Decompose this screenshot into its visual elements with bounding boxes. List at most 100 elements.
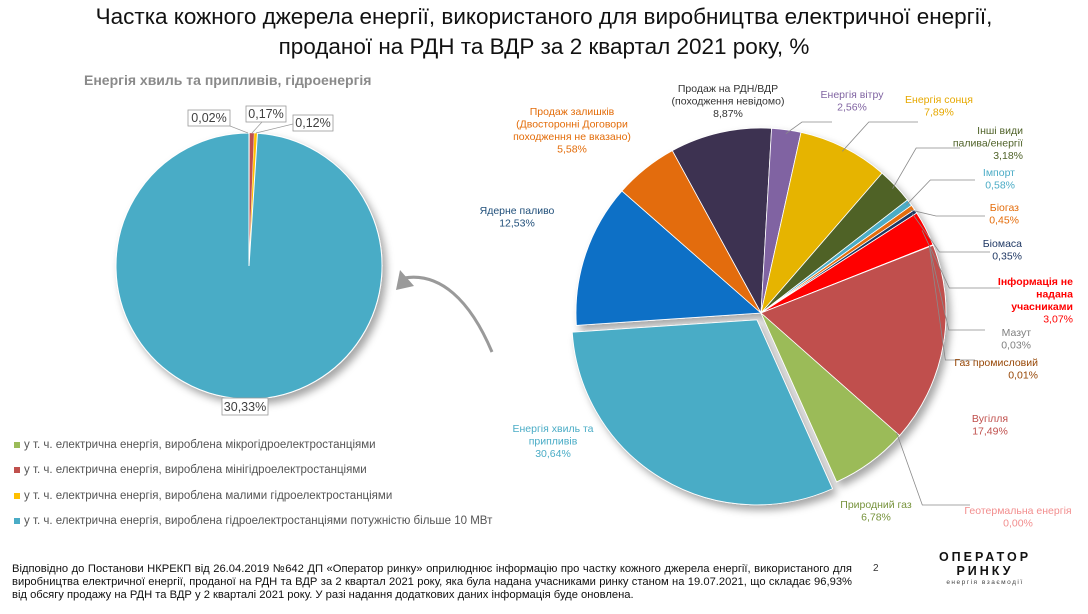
footnote: Відповідно до Постанови НКРЕКП від 26.04… — [12, 563, 852, 601]
page-title: Частка кожного джерела енергії, використ… — [0, 2, 1088, 62]
label-box — [221, 397, 269, 416]
pie-label-name: Геотермальна енергія — [964, 505, 1071, 517]
left-chart-title: Енергія хвиль та припливів, гідроенергія — [84, 72, 372, 88]
legend-item: у т. ч. електрична енергія, вироблена мі… — [14, 458, 492, 484]
pie-slice-продаж-на-рдн-вдр-походження-невідомо — [671, 127, 773, 315]
pie-label-name: Енергія хвиль та — [513, 423, 594, 435]
leader-line-біогаз — [909, 209, 985, 217]
pie-label-value: 0,00% — [1003, 518, 1033, 530]
pie-data-label: 0,02% — [187, 109, 231, 127]
brand-logo: ОПЕРАТОР РИНКУ енергія взаємодії — [930, 550, 1040, 586]
pie-label-name: припливів — [529, 436, 578, 448]
pie-data-label: 0,12% — [292, 114, 334, 132]
legend-swatch — [14, 518, 20, 525]
right-pie-chart — [571, 127, 947, 506]
pie-slice-hydro-large — [115, 132, 383, 400]
leader-line-імпорт — [905, 179, 975, 206]
leader-line-енергія-вітру — [785, 121, 832, 135]
left-pie-labels: 0,02% 0,17% 0,12% 30,33% — [187, 105, 334, 416]
pie-label-продаж-залишків-двосторонні-договори-походження-не-вказано: Продаж залишків(Двосторонні Договорипохо… — [513, 106, 631, 156]
brand-name: ОПЕРАТОР РИНКУ — [938, 550, 1032, 578]
legend-swatch — [14, 492, 20, 499]
pie-label-value: 0,01% — [1008, 370, 1038, 382]
pie-label-name: Вугілля — [972, 413, 1008, 425]
pie-label-name: Енергія вітру — [821, 89, 885, 101]
legend-label: у т. ч. електрична енергія, вироблена гі… — [24, 515, 493, 528]
brand-tagline: енергія взаємодії — [946, 579, 1024, 586]
arrow-head-icon — [396, 270, 414, 290]
leader-line-геотермальна-енергія — [896, 432, 970, 506]
label-text: 0,02% — [191, 111, 226, 125]
pie-label-value: 30,64% — [535, 448, 571, 460]
label-box — [187, 109, 231, 127]
label-text: 0,12% — [295, 116, 330, 130]
label-text: 0,17% — [248, 107, 283, 121]
label-leader-line — [229, 125, 249, 134]
pie-label-value: 3,18% — [993, 150, 1023, 162]
pie-label-value: 0,45% — [989, 215, 1019, 227]
pie-label-value: 5,58% — [557, 144, 587, 156]
title-line-2: проданої на РДН та ВДР за 2 квартал 2021… — [278, 34, 810, 59]
label-leader-line — [251, 121, 263, 134]
pie-label-value: 2,56% — [837, 102, 867, 114]
pie-label-name: Біомаса — [983, 238, 1022, 250]
legend-swatch — [14, 441, 20, 448]
pie-label-value: 3,07% — [1043, 314, 1073, 326]
leader-line-газ-промисловий — [928, 246, 975, 361]
pie-label-name: Продаж на РДН/ВДР — [678, 83, 778, 95]
pie-label-value: 7,89% — [924, 107, 954, 119]
pie-label-name: Мазут — [1002, 327, 1032, 339]
left-chart-legend: у т. ч. електрична енергія, вироблена мі… — [14, 432, 492, 534]
pie-label-value: 6,78% — [861, 512, 891, 524]
leader-line-біомаса — [911, 213, 990, 253]
pie-slice-продаж-залишків-двосторонні-договори-походження-не-вказано — [621, 150, 762, 314]
pie-label-name: учасниками — [1011, 301, 1073, 313]
pie-label-name: Енергія сонця — [905, 94, 973, 106]
right-pie-leader-lines — [785, 121, 1000, 506]
pie-label-name: Інформація не — [998, 276, 1073, 288]
pie-label-value: 0,35% — [992, 251, 1022, 263]
left-pie-chart — [115, 132, 383, 400]
leader-line-інші-види-палива-енергії — [892, 147, 960, 189]
pie-label-value: 17,49% — [972, 426, 1008, 438]
pie-data-label: 30,33% — [221, 397, 269, 416]
pie-label-name: Біогаз — [990, 202, 1019, 214]
pie-label-value: 12,53% — [499, 218, 535, 230]
pie-data-label: 0,17% — [245, 105, 287, 123]
pie-label-value: 0,03% — [1001, 340, 1031, 352]
label-box — [245, 105, 287, 123]
pie-label-name: (Двосторонні Договори — [516, 119, 628, 131]
title-line-1: Частка кожного джерела енергії, використ… — [95, 4, 993, 29]
legend-label: у т. ч. електрична енергія, вироблена мі… — [24, 438, 376, 451]
pie-label-name: надана — [1036, 289, 1073, 301]
label-box — [292, 114, 334, 132]
leader-line-енергія-сонця — [842, 121, 918, 152]
pie-slice-енергія-хвиль-та-припливів — [571, 319, 834, 506]
legend-swatch — [14, 467, 20, 474]
label-text: 30,33% — [224, 400, 266, 414]
pie-label-продаж-на-рдн-вдр-походження-невідомо: Продаж на РДН/ВДР(походження невідомо)8,… — [672, 83, 785, 120]
pie-slice-енергія-сонця — [760, 131, 883, 314]
pie-label-name: Ядерне паливо — [480, 205, 555, 217]
pie-slice-ядерне-паливо — [575, 190, 762, 326]
pie-slice-природний-газ — [760, 312, 901, 483]
legend-label: у т. ч. електрична енергія, вироблена мі… — [24, 464, 367, 477]
legend-item: у т. ч. електрична енергія, вироблена ма… — [14, 483, 492, 509]
label-leader-line — [255, 123, 294, 134]
legend-item: у т. ч. електрична енергія, вироблена гі… — [14, 509, 492, 535]
pie-label-value: 0,58% — [985, 180, 1015, 192]
connector-arrow — [396, 270, 494, 353]
legend-label: у т. ч. електрична енергія, вироблена ма… — [24, 489, 393, 502]
pie-label-name: палива/енергії — [953, 138, 1023, 150]
